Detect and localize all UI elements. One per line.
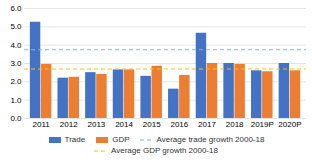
html-text:Trade: Trade [64, 135, 86, 144]
svg-text:2019P: 2019P [251, 120, 274, 129]
svg-text:6.0: 6.0 [10, 4, 22, 13]
svg-text:2020P: 2020P [278, 120, 301, 129]
svg-text:3.0: 3.0 [10, 59, 22, 68]
svg-text:5.0: 5.0 [10, 22, 22, 31]
svg-text:2017: 2017 [198, 120, 216, 129]
svg-text:2.0: 2.0 [10, 77, 22, 86]
html-text:Average trade growth 2000-18: Average trade growth 2000-18 [156, 135, 265, 144]
svg-text:2014: 2014 [115, 120, 133, 129]
svg-text:2016: 2016 [170, 120, 188, 129]
svg-text:2018: 2018 [226, 120, 244, 129]
svg-text:0.0: 0.0 [10, 114, 22, 123]
svg-text:2011: 2011 [32, 120, 50, 129]
svg-text:2015: 2015 [143, 120, 161, 129]
svg-text:4.0: 4.0 [10, 41, 22, 50]
svg-text:2013: 2013 [87, 120, 105, 129]
svg-text:1.0: 1.0 [10, 96, 22, 105]
html-text:Average GDP growth 2000-18: Average GDP growth 2000-18 [111, 146, 218, 155]
html-text:GDP: GDP [112, 135, 130, 144]
svg-text:2012: 2012 [60, 120, 78, 129]
